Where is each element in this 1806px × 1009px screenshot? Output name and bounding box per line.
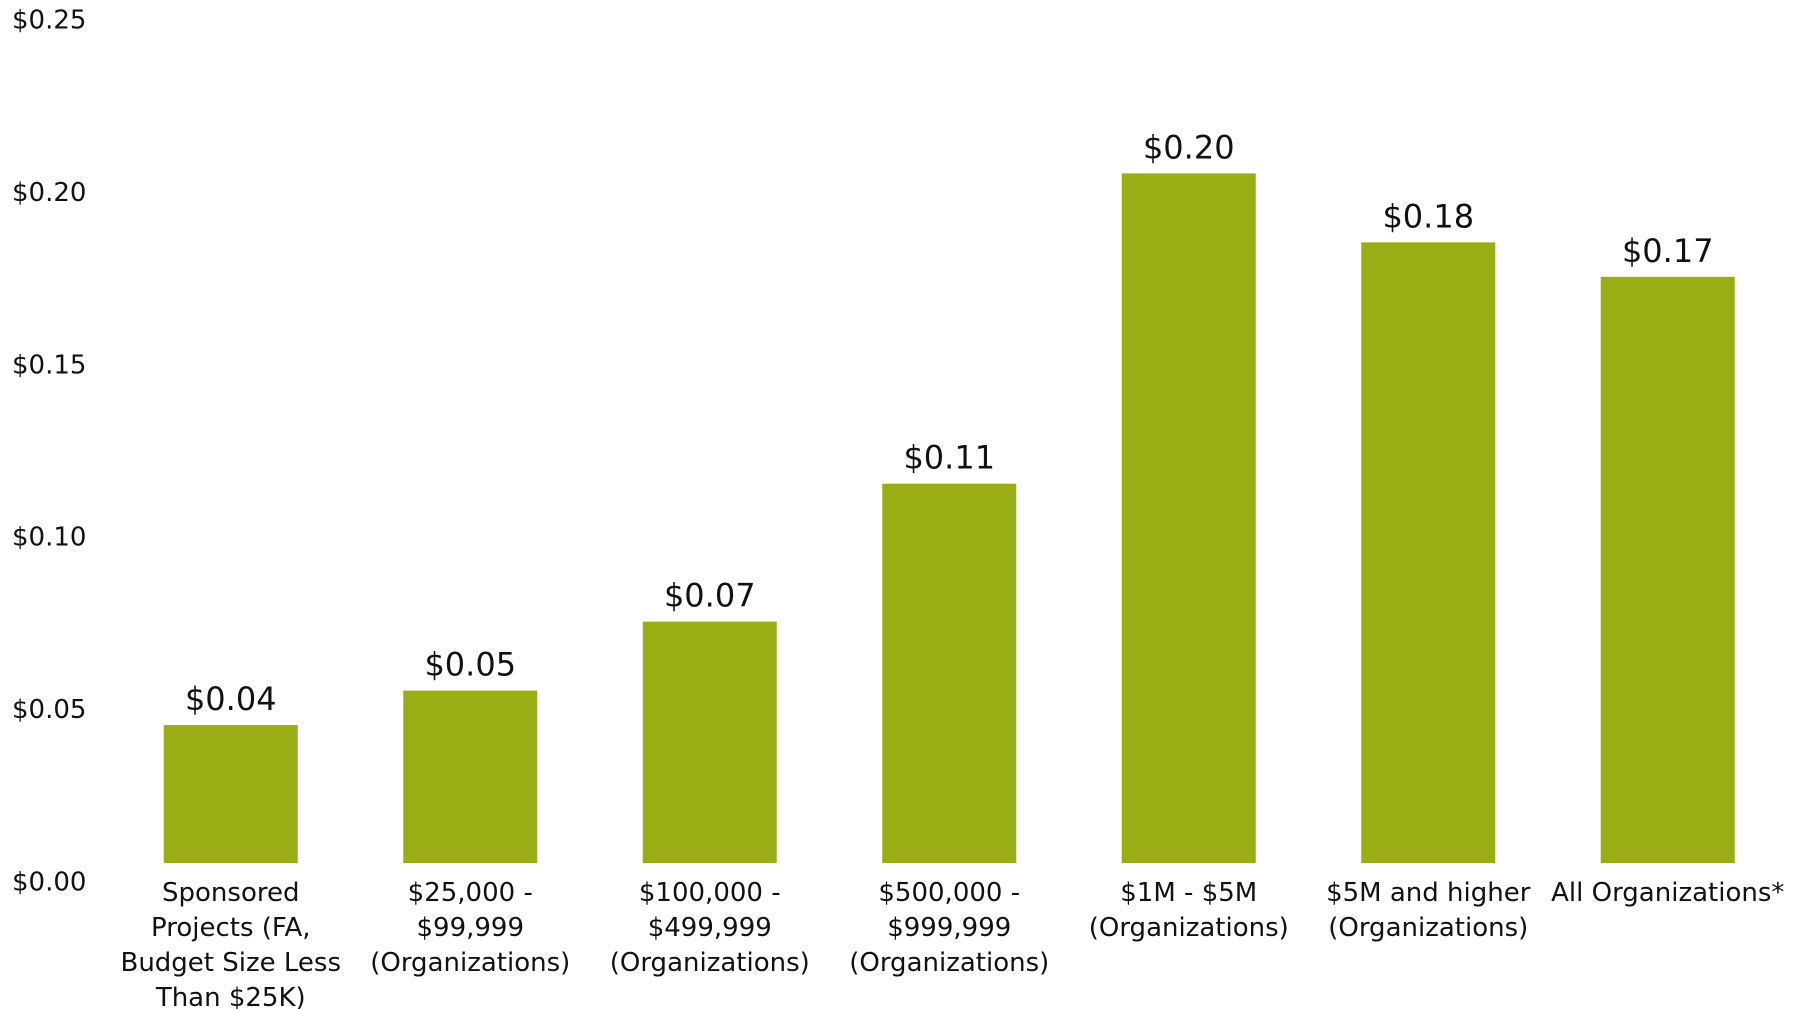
bar (642, 621, 777, 863)
value-label: $0.07 (664, 577, 756, 615)
y-tick-label: $0.00 (12, 868, 86, 898)
y-tick-label: $0.05 (12, 695, 86, 725)
x-tick-label: $100,000 - $499,999 (Organizations) (609, 878, 810, 978)
bar (163, 725, 298, 863)
value-label: $0.18 (1382, 197, 1474, 235)
y-tick-label: $0.15 (12, 350, 86, 380)
x-tick-label: All Organizations* (1551, 878, 1785, 908)
value-label: $0.17 (1622, 232, 1714, 270)
bar (882, 483, 1017, 863)
y-tick-label: $0.25 (12, 6, 86, 36)
y-tick-label: $0.20 (12, 178, 86, 208)
bar (1600, 276, 1735, 864)
value-label: $0.20 (1143, 128, 1235, 166)
bar (1361, 242, 1496, 864)
x-tick-label: $500,000 - $999,999 (Organizations) (849, 878, 1050, 978)
x-tick-label: Sponsored Projects (FA, Budget Size Less… (120, 878, 342, 1009)
value-label: $0.05 (424, 646, 516, 684)
bar (403, 690, 538, 863)
x-tick-label: $25,000 - $99,999 (Organizations) (370, 878, 571, 978)
value-label: $0.04 (185, 680, 277, 718)
x-tick-label: $5M and higher (Organizations) (1326, 878, 1531, 943)
bar (1121, 173, 1256, 863)
value-label: $0.11 (903, 439, 995, 477)
x-tick-label: $1M - $5M (Organizations) (1088, 878, 1289, 943)
y-tick-label: $0.10 (12, 523, 86, 553)
